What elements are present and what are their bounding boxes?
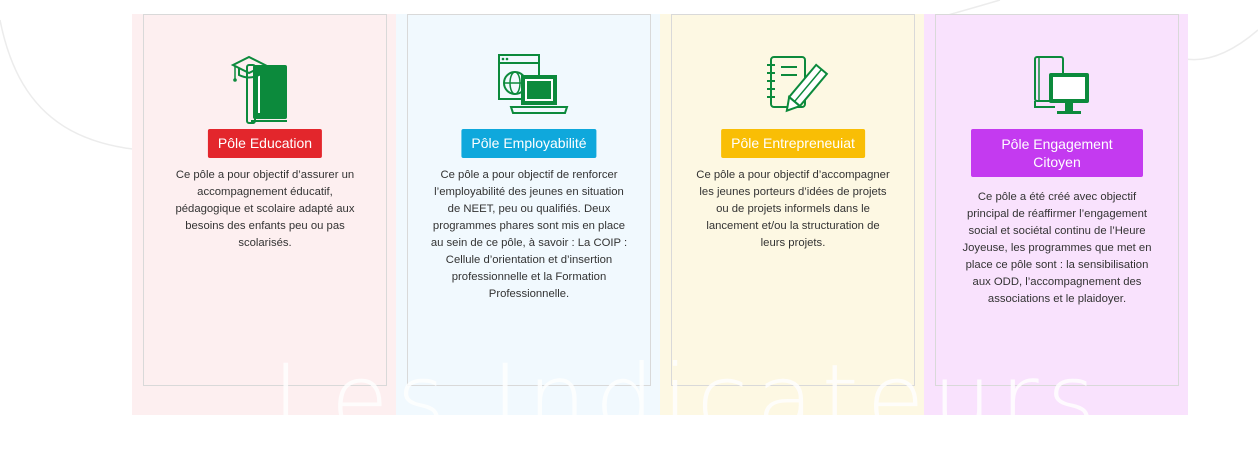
card-description: Ce pôle a pour objectif d’accompagner le… bbox=[696, 169, 890, 249]
card-pole-engagement-citoyen: Pôle Engagement Citoyen Ce pôle a été cr… bbox=[935, 14, 1179, 386]
card-pole-education: Pôle Education Ce pôle a pour objectif d… bbox=[143, 14, 387, 386]
laptop-browser-globe-icon bbox=[408, 43, 650, 127]
column-bg-entrepreneurship bbox=[660, 14, 924, 415]
card-pole-entrepreneuriat: Pôle Entrepreneuiat Ce pôle a pour objec… bbox=[671, 14, 915, 386]
card-title-badge: Pôle Employabilité bbox=[461, 129, 597, 158]
card-title-badge: Pôle Entrepreneuiat bbox=[721, 129, 865, 158]
book-graduation-cap-icon bbox=[144, 43, 386, 127]
notebook-pencil-icon bbox=[672, 43, 914, 127]
card-pole-employabilite: Pôle Employabilité Ce pôle a pour object… bbox=[407, 14, 651, 386]
card-description: Ce pôle a été créé avec objectif princip… bbox=[962, 191, 1152, 305]
card-title-badge: Pôle Engagement Citoyen bbox=[971, 129, 1143, 177]
book-monitor-icon bbox=[936, 43, 1178, 127]
watermark-title: Les Indicateurs bbox=[272, 345, 1104, 454]
card-description: Ce pôle a pour objectif de renforcer l’e… bbox=[430, 169, 628, 300]
card-description: Ce pôle a pour objectif d’assurer un acc… bbox=[175, 169, 355, 249]
card-title-badge: Pôle Education bbox=[207, 129, 323, 158]
